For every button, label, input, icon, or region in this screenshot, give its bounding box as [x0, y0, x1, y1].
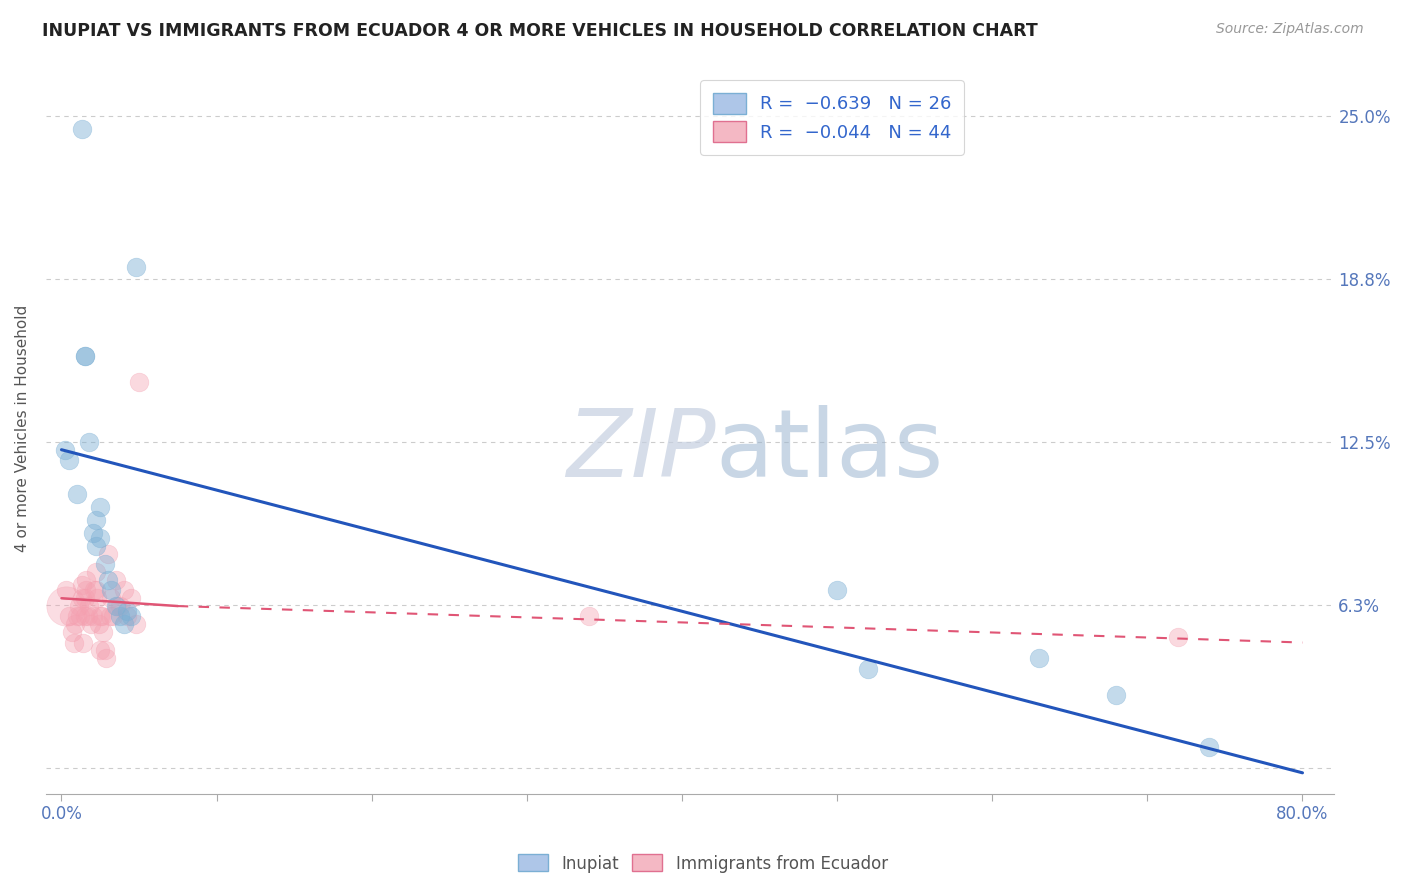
Point [75, 583, 97, 598]
Point [578, 609, 600, 624]
Point [75, 573, 97, 587]
Point [82, 609, 104, 624]
Point [82, 526, 104, 541]
Legend: R =  −0.639   N = 26, R =  −0.044   N = 44: R = −0.639 N = 26, R = −0.044 N = 44 [700, 80, 965, 154]
Point [101, 609, 124, 624]
Point [63, 635, 86, 649]
Point [55, 599, 77, 613]
Point [104, 573, 127, 587]
Point [73, 591, 96, 606]
Point [86, 591, 108, 606]
Point [128, 375, 150, 389]
Point [70, 591, 93, 606]
Point [67, 599, 90, 613]
Point [1198, 739, 1220, 754]
Point [120, 591, 142, 606]
Point [66, 609, 89, 624]
Point [125, 260, 148, 275]
Y-axis label: 4 or more Vehicles in Household: 4 or more Vehicles in Household [15, 305, 30, 552]
Point [94, 558, 117, 572]
Point [79, 599, 101, 613]
Point [83, 583, 105, 598]
Point [84, 513, 107, 527]
Point [115, 609, 138, 624]
Point [70, 578, 93, 592]
Point [72, 635, 94, 649]
Point [97, 547, 120, 561]
Point [104, 599, 127, 613]
Point [84, 565, 107, 579]
Point [96, 651, 118, 665]
Point [89, 643, 111, 657]
Text: INUPIAT VS IMMIGRANTS FROM ECUADOR 4 OR MORE VEHICLES IN HOUSEHOLD CORRELATION C: INUPIAT VS IMMIGRANTS FROM ECUADOR 4 OR … [42, 22, 1038, 40]
Point [55, 583, 77, 598]
Point [93, 625, 115, 640]
Point [79, 434, 101, 449]
Point [856, 662, 879, 676]
Point [115, 604, 138, 618]
Point [73, 349, 96, 363]
Point [87, 617, 110, 632]
Point [1028, 651, 1050, 665]
Point [73, 609, 96, 624]
Point [120, 609, 142, 624]
Text: atlas: atlas [716, 405, 943, 497]
Point [112, 617, 135, 632]
Point [70, 122, 93, 136]
Point [84, 539, 107, 553]
Point [112, 583, 135, 598]
Point [100, 591, 122, 606]
Point [73, 349, 96, 363]
Point [89, 609, 111, 624]
Point [76, 609, 98, 624]
Point [110, 609, 132, 624]
Point [98, 609, 121, 624]
Point [90, 609, 112, 624]
Point [125, 617, 148, 632]
Point [58, 609, 80, 624]
Point [1105, 688, 1128, 702]
Point [58, 453, 80, 467]
Point [97, 573, 120, 587]
Point [1167, 630, 1189, 644]
Point [84, 583, 107, 598]
Legend: Inupiat, Immigrants from Ecuador: Inupiat, Immigrants from Ecuador [512, 847, 894, 880]
Text: Source: ZipAtlas.com: Source: ZipAtlas.com [1216, 22, 1364, 37]
Point [100, 583, 122, 598]
Point [69, 609, 91, 624]
Point [60, 625, 83, 640]
Point [80, 617, 103, 632]
Point [825, 583, 848, 598]
Point [66, 487, 89, 501]
Point [65, 617, 87, 632]
Point [94, 643, 117, 657]
Point [110, 599, 132, 613]
Point [105, 599, 128, 613]
Point [89, 500, 111, 514]
Text: ZIP: ZIP [565, 405, 716, 496]
Point [89, 531, 111, 545]
Point [53, 442, 76, 457]
